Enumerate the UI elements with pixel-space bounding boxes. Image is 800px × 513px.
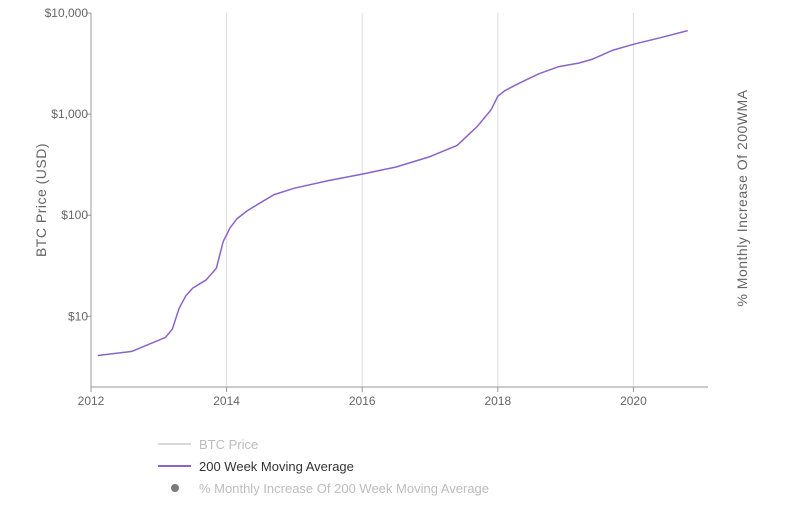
legend-item-monthly-increase[interactable]: % Monthly Increase Of 200 Week Moving Av… — [158, 477, 489, 499]
secondary-y-axis-title: % Monthly Increase Of 200WMA — [734, 89, 750, 306]
x-tick-label-2012: 2012 — [78, 394, 105, 408]
legend-swatch-monthly-increase — [171, 484, 179, 492]
legend-label-200wma: 200 Week Moving Average — [199, 458, 354, 474]
legend-item-btc-price[interactable]: BTC Price — [158, 433, 489, 455]
legend-swatch-200wma — [158, 465, 191, 467]
x-tick-label-2020: 2020 — [620, 394, 647, 408]
y-axis-title: BTC Price (USD) — [33, 143, 49, 257]
x-axis-ticks: 2012 2014 2016 2018 2020 — [78, 387, 647, 408]
series-line-200wma[interactable] — [97, 29, 688, 357]
y-tick-label-3: $10,000 — [45, 6, 89, 20]
y-axis-ticks: $10 $100 $1,000 $10,000 — [45, 6, 91, 323]
legend-swatch-btc-price — [158, 443, 191, 445]
x-tick-label-2014: 2014 — [213, 394, 240, 408]
chart-legend: BTC Price 200 Week Moving Average % Mont… — [158, 433, 489, 499]
x-tick-label-2018: 2018 — [484, 394, 511, 408]
y-tick-label-0: $10 — [68, 309, 88, 323]
vertical-gridlines — [226, 13, 634, 387]
legend-label-monthly-increase: % Monthly Increase Of 200 Week Moving Av… — [199, 480, 490, 496]
y-tick-label-1: $100 — [61, 208, 88, 222]
y-tick-label-2: $1,000 — [51, 107, 88, 121]
x-tick-label-2016: 2016 — [349, 394, 376, 408]
legend-label-btc-price: BTC Price — [199, 436, 259, 452]
legend-item-200wma[interactable]: 200 Week Moving Average — [158, 455, 489, 477]
